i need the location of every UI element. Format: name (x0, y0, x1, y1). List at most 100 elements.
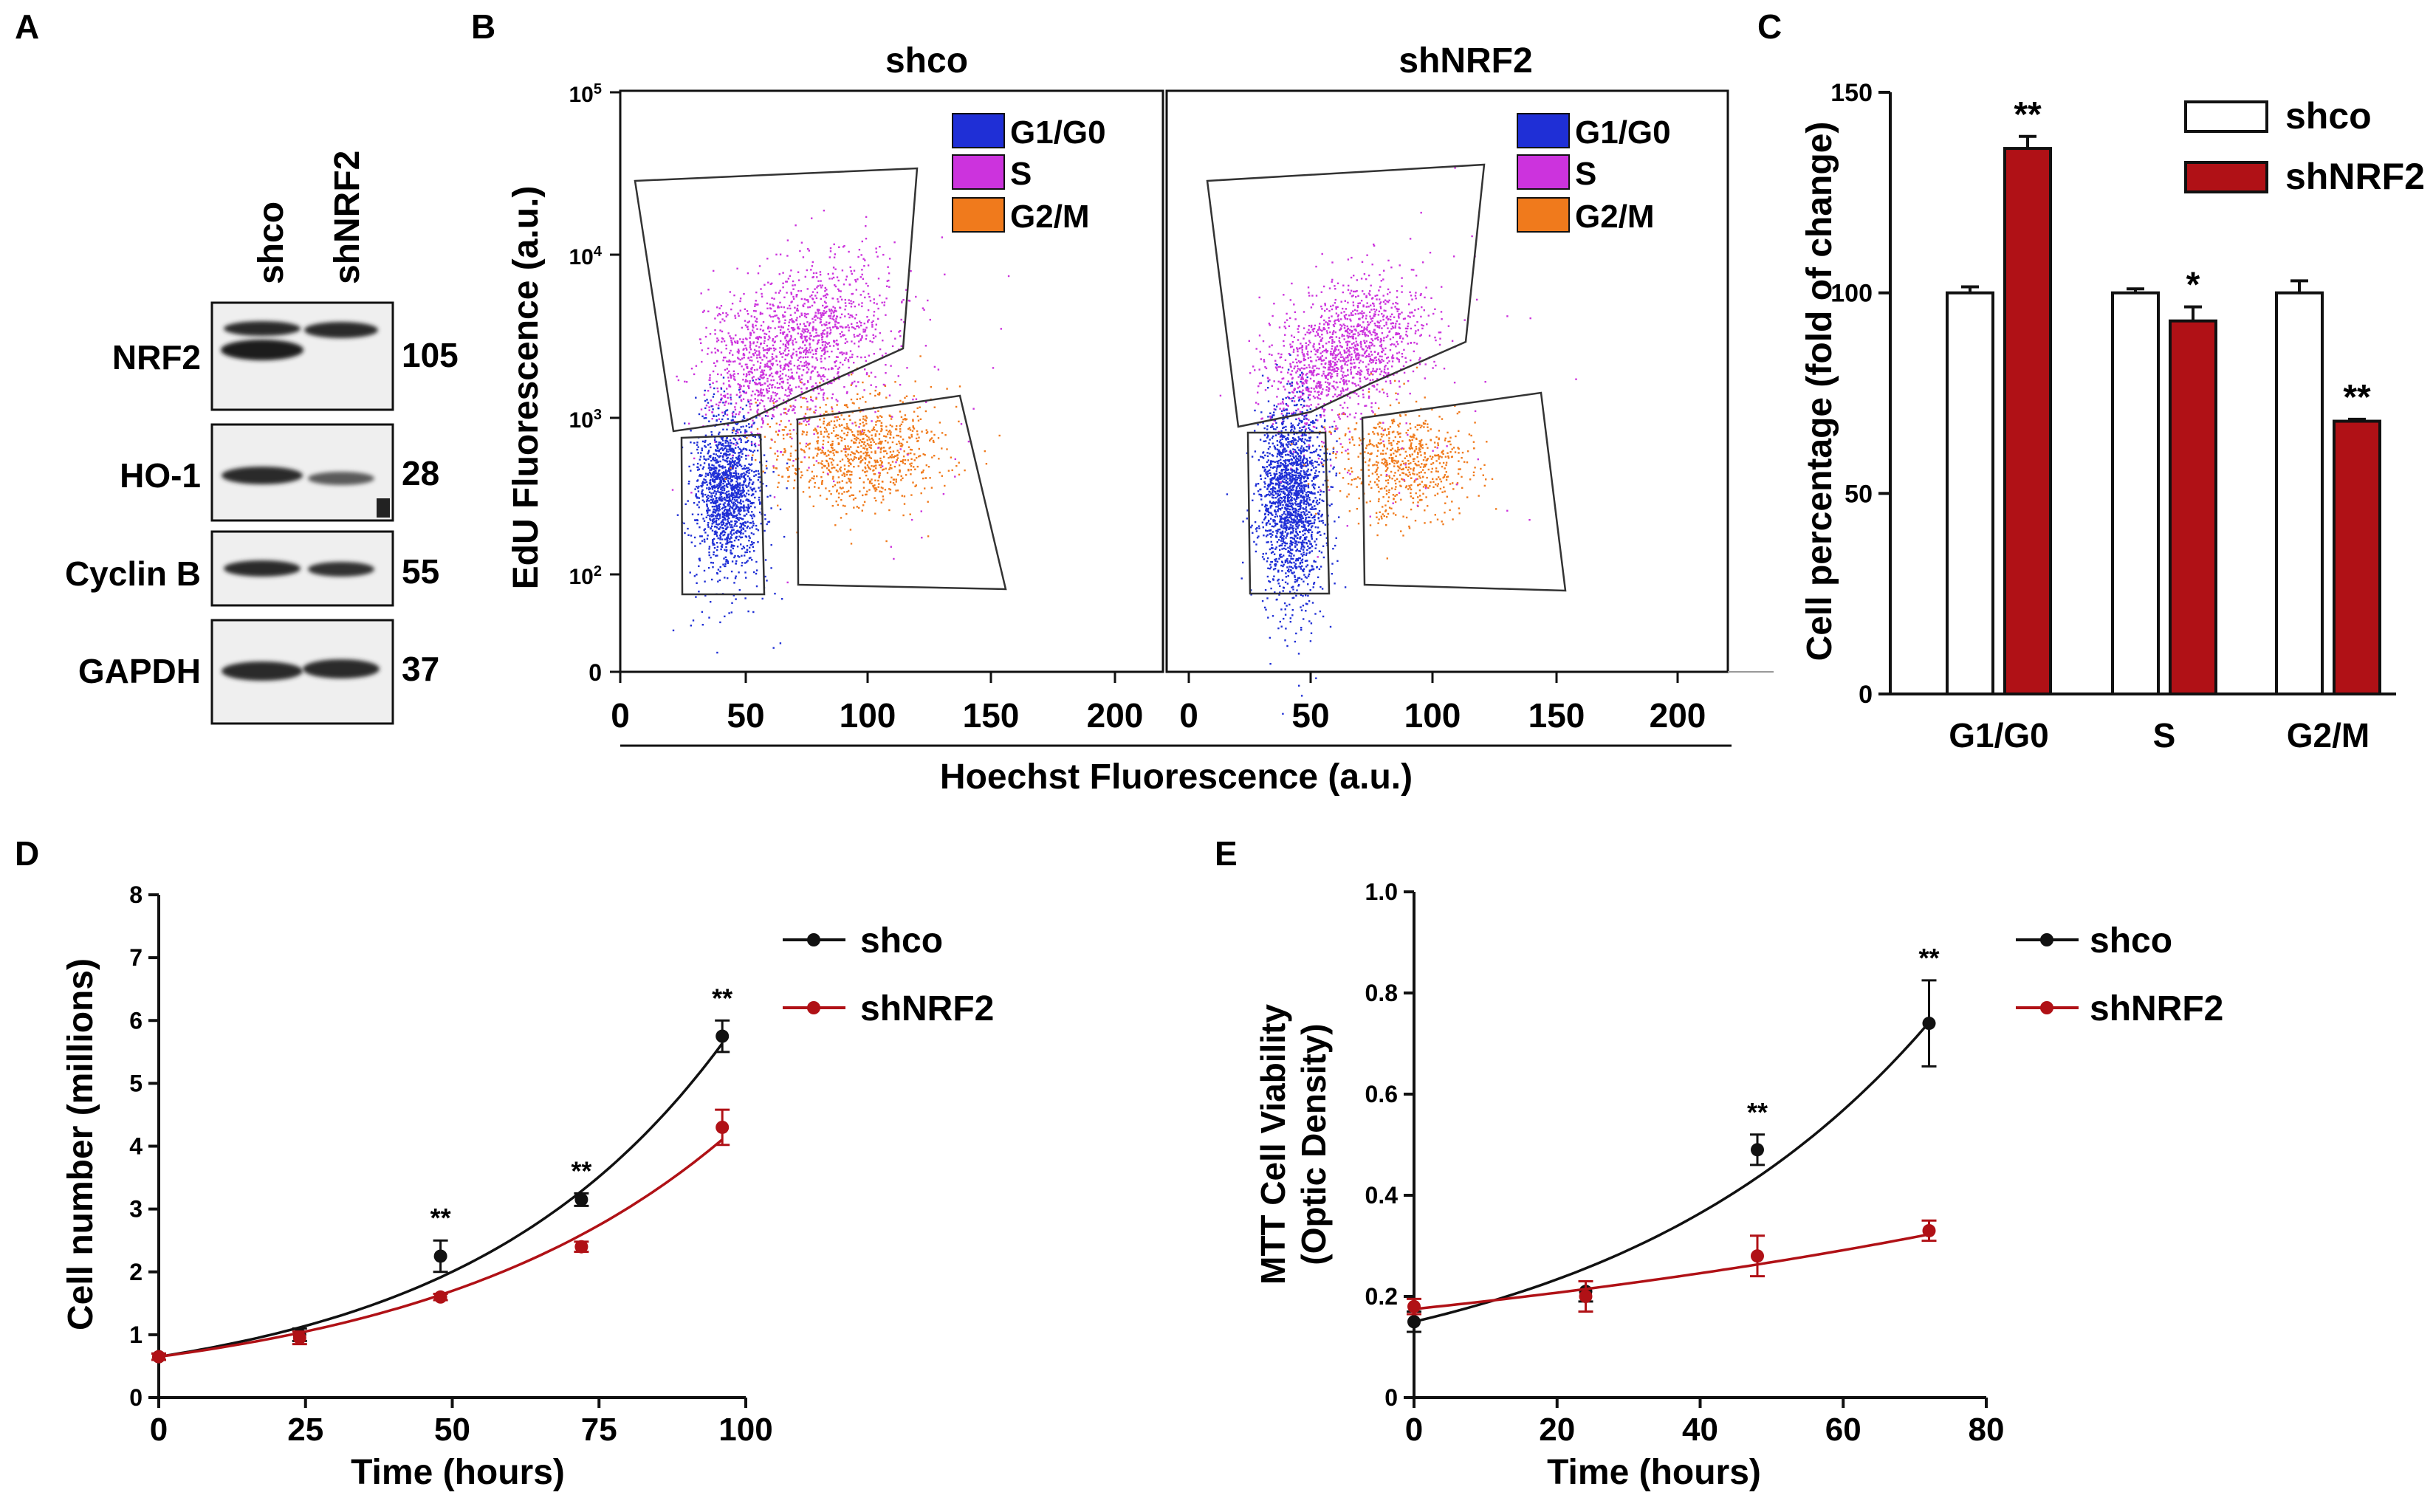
event-dot (746, 549, 748, 551)
event-dot (732, 532, 735, 535)
lane-label-1: shco (252, 202, 291, 284)
event-dot (763, 354, 765, 357)
event-dot (703, 529, 705, 532)
event-dot (805, 325, 807, 328)
event-dot (786, 433, 788, 436)
event-dot (730, 442, 732, 444)
event-dot (834, 268, 837, 270)
event-dot (1360, 343, 1362, 346)
event-dot (865, 419, 868, 422)
event-dot (730, 467, 732, 470)
event-dot (1345, 308, 1347, 310)
event-dot (736, 475, 739, 478)
event-dot (748, 463, 750, 465)
event-dot (930, 438, 932, 441)
event-dot (824, 464, 826, 467)
event-dot (806, 269, 808, 272)
event-dot (765, 374, 767, 376)
event-dot (834, 365, 837, 367)
event-dot (882, 498, 885, 501)
event-dot (718, 518, 720, 520)
event-dot (1344, 316, 1346, 319)
event-dot (787, 458, 789, 461)
event-dot (801, 347, 803, 349)
event-dot (800, 314, 803, 317)
event-dot (840, 487, 843, 489)
event-dot (702, 518, 704, 520)
event-dot (920, 492, 922, 495)
event-dot (743, 447, 745, 450)
event-dot (1352, 301, 1354, 303)
event-dot (868, 295, 871, 298)
event-dot (717, 475, 719, 478)
event-dot (833, 379, 835, 382)
blot-band (304, 322, 378, 338)
event-dot (901, 301, 903, 303)
event-dot (727, 473, 729, 476)
event-dot (799, 346, 801, 348)
event-dot (811, 477, 813, 479)
event-dot (783, 408, 786, 410)
event-dot (817, 334, 819, 337)
event-dot (847, 460, 849, 463)
event-dot (1398, 360, 1400, 363)
event-dot (1317, 382, 1320, 385)
event-dot (865, 238, 868, 240)
event-dot (1337, 353, 1339, 355)
event-dot (800, 422, 803, 425)
event-dot (797, 289, 800, 292)
event-dot (699, 535, 701, 537)
event-dot (888, 430, 891, 432)
event-dot (806, 335, 808, 337)
event-dot (776, 382, 778, 384)
event-dot (767, 349, 769, 352)
event-dot (1366, 347, 1369, 349)
event-dot (1383, 269, 1385, 272)
event-dot (784, 354, 787, 357)
event-dot (922, 469, 924, 472)
event-dot (707, 535, 709, 537)
event-dot (767, 281, 769, 284)
event-dot (713, 551, 715, 554)
gate-g1 (680, 433, 766, 596)
event-dot (1370, 334, 1373, 336)
event-dot (800, 406, 803, 408)
event-dot (898, 331, 900, 333)
event-dot (848, 470, 851, 472)
event-dot (732, 410, 735, 413)
event-dot (752, 341, 755, 343)
event-dot (727, 515, 729, 517)
event-dot (786, 354, 789, 357)
event-dot (930, 430, 933, 433)
event-dot (1350, 289, 1353, 292)
event-dot (724, 563, 727, 566)
event-dot (847, 458, 849, 460)
event-dot (828, 489, 831, 492)
event-dot (724, 498, 726, 501)
event-dot (688, 465, 690, 468)
event-dot (1331, 278, 1334, 281)
event-dot (1329, 320, 1331, 323)
event-dot (806, 371, 808, 374)
event-dot (902, 477, 904, 479)
event-dot (746, 348, 748, 351)
event-dot (763, 342, 766, 344)
event-dot (856, 325, 858, 328)
event-dot (739, 406, 742, 409)
event-dot (804, 330, 806, 333)
event-dot (822, 330, 824, 332)
event-dot (914, 380, 916, 382)
event-dot (736, 465, 739, 467)
event-dot (742, 354, 744, 356)
event-dot (904, 396, 906, 399)
event-dot (720, 532, 722, 535)
event-dot (752, 354, 755, 357)
event-dot (854, 380, 856, 382)
event-dot (891, 441, 894, 444)
event-dot (727, 504, 730, 507)
event-dot (1387, 327, 1389, 329)
event-dot (874, 459, 876, 461)
event-dot (690, 368, 693, 370)
event-dot (799, 351, 801, 354)
event-dot (1390, 343, 1392, 346)
